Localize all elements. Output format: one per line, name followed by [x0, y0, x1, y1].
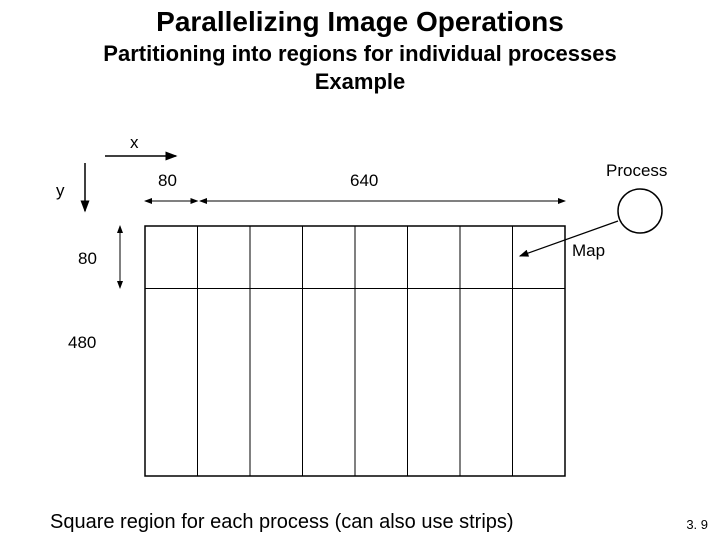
process-label: Process	[606, 161, 667, 180]
row-height-label: 80	[78, 249, 97, 268]
page-title: Parallelizing Image Operations	[0, 6, 720, 38]
process-node	[618, 189, 662, 233]
map-label: Map	[572, 241, 605, 260]
subtitle-line-1: Partitioning into regions for individual…	[0, 40, 720, 68]
x-axis-label: x	[130, 133, 139, 152]
diagram-svg: x y 80 640 80 480	[0, 126, 720, 486]
col-width-label: 80	[158, 171, 177, 190]
partition-diagram: x y 80 640 80 480	[0, 126, 720, 486]
total-width-label: 640	[350, 171, 378, 190]
page-subtitle: Partitioning into regions for individual…	[0, 40, 720, 95]
total-height-label: 480	[68, 333, 96, 352]
grid-vlines	[198, 226, 513, 476]
page-number: 3. 9	[686, 517, 708, 532]
caption-text: Square region for each process (can also…	[50, 511, 514, 534]
subtitle-line-2: Example	[0, 68, 720, 96]
y-axis-label: y	[56, 181, 65, 200]
